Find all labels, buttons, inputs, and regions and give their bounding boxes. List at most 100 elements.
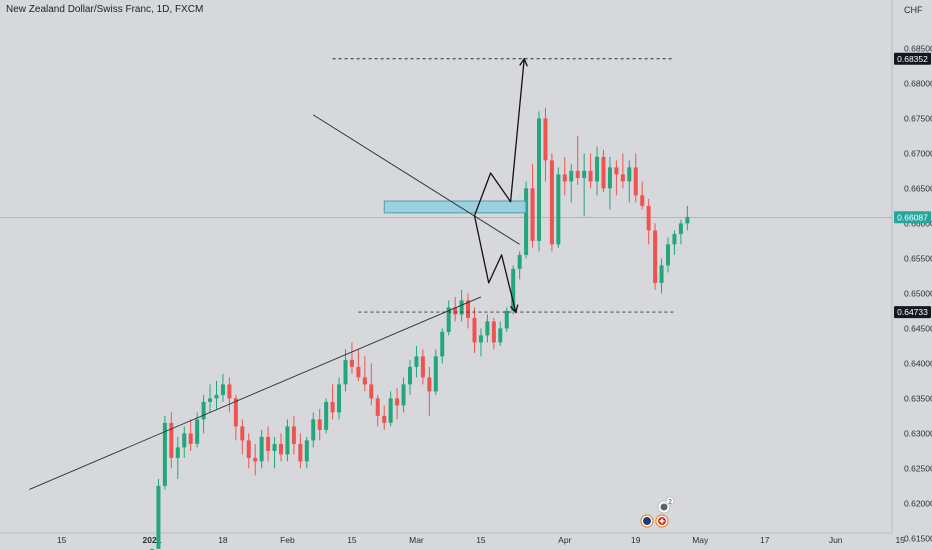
x-tick-label: May xyxy=(692,535,709,545)
candle-body xyxy=(517,254,522,269)
x-tick-label: 17 xyxy=(760,535,770,545)
last-price-label: 0.66087 xyxy=(894,211,931,224)
candle xyxy=(420,349,425,385)
candle-body xyxy=(330,401,335,413)
event-icons: 2 xyxy=(640,496,675,528)
candle-body xyxy=(620,174,625,182)
candle xyxy=(633,153,638,203)
candle-body xyxy=(433,356,438,392)
candle xyxy=(408,359,412,395)
y-tick-label: 0.68000 xyxy=(904,78,932,88)
candle xyxy=(343,349,348,392)
candle-body xyxy=(543,118,548,161)
y-tick-label: 0.65000 xyxy=(904,288,932,298)
candle xyxy=(201,394,206,434)
candle xyxy=(427,366,432,416)
candle xyxy=(517,251,522,280)
candle-body xyxy=(420,356,425,378)
currency-label: CHF xyxy=(904,5,923,15)
chart-title: New Zealand Dollar/Swiss Franc, 1D, FXCM xyxy=(6,4,204,15)
y-tick-label: 0.62500 xyxy=(904,463,932,473)
candle xyxy=(562,156,567,196)
candle xyxy=(266,426,271,462)
candle xyxy=(582,153,587,217)
bearish-projection-arrow-head xyxy=(509,304,519,314)
candle-body xyxy=(298,443,303,462)
candle xyxy=(524,181,529,259)
price-label-bg xyxy=(894,52,931,65)
price-labels: 0.68352 0.66087 0.64733 xyxy=(894,52,931,319)
candle-body xyxy=(530,188,535,241)
candle-body xyxy=(182,433,187,448)
candle xyxy=(575,135,580,185)
candle-body xyxy=(324,401,329,430)
x-tick-label: Jun xyxy=(829,535,843,545)
candle-body xyxy=(414,356,419,367)
candle xyxy=(272,436,277,469)
candle-body xyxy=(459,300,464,315)
x-tick-label: 15 xyxy=(347,535,357,545)
candle xyxy=(556,167,561,248)
candle-body xyxy=(259,436,264,462)
candle xyxy=(414,345,419,378)
candle-body xyxy=(453,307,458,315)
candle xyxy=(388,391,393,427)
candle xyxy=(614,160,619,196)
candle-body xyxy=(485,321,490,336)
candle-body xyxy=(498,328,503,343)
avatar-face xyxy=(660,503,668,511)
candle xyxy=(188,419,193,451)
price-label-bg xyxy=(894,306,931,319)
candle-body xyxy=(685,217,690,224)
candle xyxy=(472,307,477,353)
price-label-text: 0.64733 xyxy=(897,307,928,317)
candle xyxy=(291,415,296,455)
candles xyxy=(150,107,690,550)
candle xyxy=(620,153,625,189)
x-tick-label: 18 xyxy=(218,535,228,545)
candle-body xyxy=(362,377,367,385)
price-zone xyxy=(383,200,527,214)
candle-body xyxy=(472,317,477,343)
candle-body xyxy=(395,398,400,406)
candle-body xyxy=(646,205,651,231)
candle-body xyxy=(659,265,664,283)
y-tick-label: 0.66500 xyxy=(904,183,932,193)
candle xyxy=(601,149,606,192)
candle xyxy=(285,419,290,462)
candle xyxy=(169,412,174,469)
candle-body xyxy=(156,485,161,549)
candle-body xyxy=(569,170,574,182)
candle-body xyxy=(562,174,567,182)
candle-body xyxy=(491,321,496,343)
candle-body xyxy=(446,307,451,332)
candle xyxy=(182,426,187,458)
candle xyxy=(543,107,548,182)
candle-body xyxy=(627,167,632,182)
candle xyxy=(627,160,632,203)
candle-body xyxy=(349,359,354,367)
candle-body xyxy=(511,268,516,311)
candle xyxy=(685,205,690,231)
y-tick-label: 0.62000 xyxy=(904,498,932,508)
y-tick-label: 0.66000 xyxy=(904,218,932,228)
badge-count-bg xyxy=(665,496,675,506)
candle xyxy=(162,415,167,490)
price-label-bg xyxy=(894,211,931,224)
candle xyxy=(433,349,438,395)
y-tick-label: 0.67500 xyxy=(904,113,932,123)
candle xyxy=(362,356,367,392)
candle xyxy=(653,223,658,290)
candle xyxy=(478,328,483,357)
candle-body xyxy=(195,419,200,444)
candle xyxy=(369,363,374,406)
candle xyxy=(659,258,664,294)
flag-fill xyxy=(643,517,651,525)
candle-body xyxy=(311,419,316,441)
y-tick-label: 0.61500 xyxy=(904,533,932,543)
candle-body xyxy=(466,300,471,318)
candle xyxy=(337,377,342,420)
flag-cross-h xyxy=(659,520,665,522)
